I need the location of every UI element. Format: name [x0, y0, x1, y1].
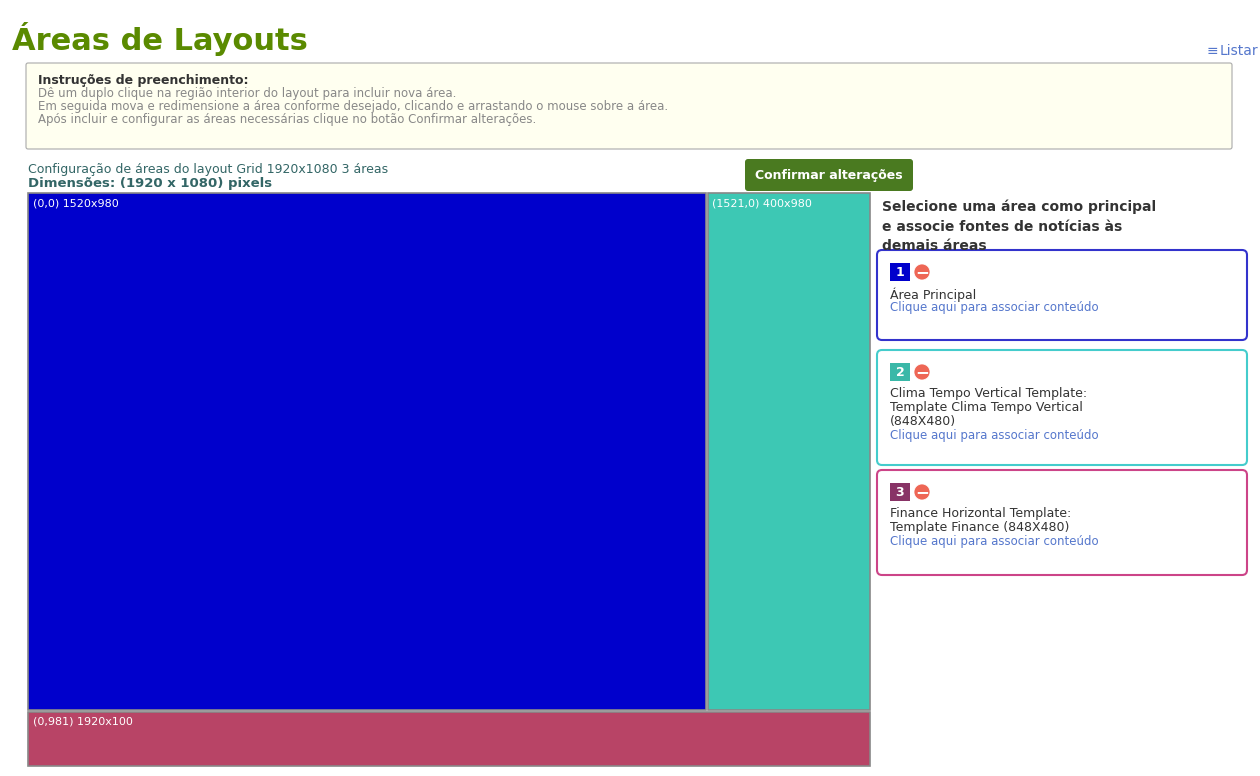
FancyBboxPatch shape: [877, 350, 1247, 465]
Text: (0,981) 1920x100: (0,981) 1920x100: [33, 717, 132, 727]
Bar: [28, 193, 706, 710]
FancyBboxPatch shape: [745, 159, 914, 191]
Text: 1: 1: [896, 265, 905, 279]
Text: Áreas de Layouts: Áreas de Layouts: [13, 22, 307, 56]
Bar: [708, 193, 869, 710]
FancyBboxPatch shape: [877, 470, 1247, 575]
Text: Template Clima Tempo Vertical: Template Clima Tempo Vertical: [890, 401, 1082, 414]
Text: −: −: [915, 263, 929, 281]
Bar: [890, 483, 910, 501]
Text: ≡: ≡: [1207, 44, 1218, 58]
Text: Clique aqui para associar conteúdo: Clique aqui para associar conteúdo: [890, 301, 1099, 314]
Text: −: −: [915, 483, 929, 501]
FancyBboxPatch shape: [26, 63, 1232, 149]
Text: (848X480): (848X480): [890, 415, 956, 428]
Text: Dê um duplo clique na região interior do layout para incluir nova área.: Dê um duplo clique na região interior do…: [38, 87, 456, 100]
Text: Selecione uma área como principal
e associe fontes de notícias às
demais áreas: Selecione uma área como principal e asso…: [882, 200, 1157, 254]
Text: Finance Horizontal Template:: Finance Horizontal Template:: [890, 507, 1071, 520]
Text: Área Principal: Área Principal: [890, 287, 976, 302]
Text: Template Finance (848X480): Template Finance (848X480): [890, 521, 1070, 534]
Text: (0,0) 1520x980: (0,0) 1520x980: [33, 198, 118, 208]
Bar: [890, 263, 910, 281]
FancyBboxPatch shape: [877, 250, 1247, 340]
Text: (1521,0) 400x980: (1521,0) 400x980: [712, 198, 811, 208]
Circle shape: [914, 364, 930, 380]
Text: Em seguida mova e redimensione a área conforme desejado, clicando e arrastando o: Em seguida mova e redimensione a área co…: [38, 100, 668, 113]
Text: Instruções de preenchimento:: Instruções de preenchimento:: [38, 74, 248, 87]
Text: Clima Tempo Vertical Template:: Clima Tempo Vertical Template:: [890, 387, 1087, 400]
Text: 2: 2: [896, 365, 905, 379]
Text: Configuração de áreas do layout Grid 1920x1080 3 áreas: Configuração de áreas do layout Grid 192…: [28, 163, 388, 176]
Text: Clique aqui para associar conteúdo: Clique aqui para associar conteúdo: [890, 535, 1099, 548]
Text: Clique aqui para associar conteúdo: Clique aqui para associar conteúdo: [890, 429, 1099, 442]
Circle shape: [914, 264, 930, 280]
Text: −: −: [915, 363, 929, 381]
Bar: [28, 712, 869, 766]
Bar: [890, 363, 910, 381]
Text: Após incluir e configurar as áreas necessárias clique no botão Confirmar alteraç: Após incluir e configurar as áreas neces…: [38, 113, 537, 126]
Text: 3: 3: [896, 486, 905, 498]
Text: Dimensões: (1920 x 1080) pixels: Dimensões: (1920 x 1080) pixels: [28, 177, 272, 190]
Text: Confirmar alterações: Confirmar alterações: [755, 168, 903, 182]
Circle shape: [914, 484, 930, 500]
Text: Listar: Listar: [1220, 44, 1259, 58]
